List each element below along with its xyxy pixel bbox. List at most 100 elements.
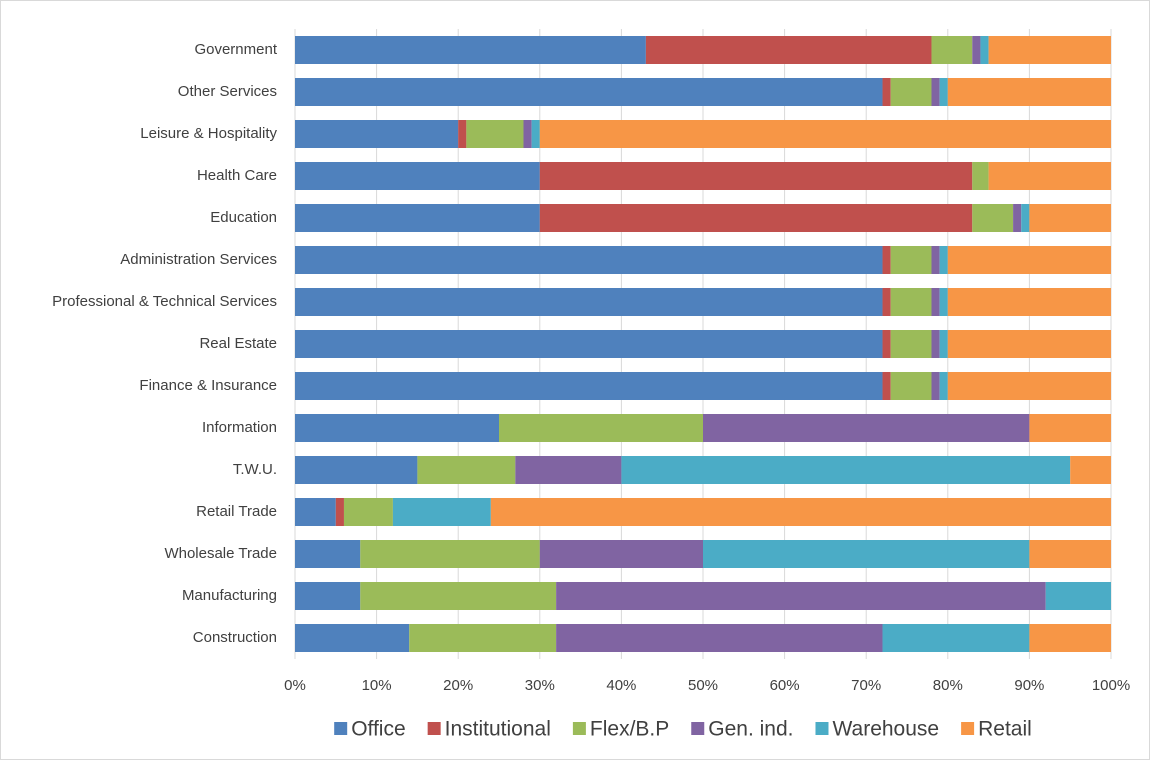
bar-segment: [1070, 456, 1111, 484]
x-tick-label: 100%: [1092, 677, 1130, 694]
bar-segment: [531, 120, 540, 148]
bar-segment: [931, 372, 940, 400]
bar-segment: [947, 78, 1111, 106]
bar-segment: [882, 246, 891, 274]
x-tick-label: 80%: [933, 677, 963, 694]
legend-label: Institutional: [445, 718, 551, 741]
y-tick-label: Leisure & Hospitality: [140, 125, 277, 142]
y-tick-label: Health Care: [197, 167, 277, 184]
bar-segment: [645, 36, 932, 64]
y-tick-label: Education: [210, 209, 277, 226]
bar-segment: [882, 330, 891, 358]
bar-segment: [703, 540, 1030, 568]
bar-segment: [523, 120, 532, 148]
x-tick-label: 20%: [443, 677, 473, 694]
y-tick-label: Information: [202, 419, 277, 436]
x-tick-label: 50%: [688, 677, 718, 694]
bar-segment: [980, 36, 989, 64]
bar-segment: [343, 498, 393, 526]
y-tick-label: Real Estate: [199, 335, 277, 352]
bar-segment: [539, 204, 973, 232]
bar-segment: [409, 624, 557, 652]
bar-segment: [939, 246, 948, 274]
bar-segment: [360, 582, 557, 610]
bar-segment: [295, 78, 883, 106]
bar-segment: [539, 120, 1111, 148]
bar-segment: [947, 288, 1111, 316]
legend-label: Flex/B.P: [590, 718, 669, 741]
legend-swatch: [572, 722, 586, 735]
bar-segment: [1029, 540, 1111, 568]
bar-segment: [295, 204, 540, 232]
legend-label: Office: [351, 718, 405, 741]
bar-segment: [392, 498, 491, 526]
bar-segment: [939, 288, 948, 316]
bar-segment: [890, 246, 932, 274]
bar-segment: [1013, 204, 1022, 232]
y-tick-label: T.W.U.: [233, 461, 277, 478]
legend-label: Warehouse: [832, 718, 939, 741]
bar-segment: [295, 414, 499, 442]
legend-swatch: [427, 722, 441, 735]
bar-segment: [931, 330, 940, 358]
bar-segment: [972, 36, 981, 64]
bar-segment: [939, 330, 948, 358]
bar-segment: [417, 456, 516, 484]
bar-segment: [939, 372, 948, 400]
bar-segment: [939, 78, 948, 106]
bar-segment: [515, 456, 622, 484]
bar-segment: [295, 36, 646, 64]
bar-segment: [882, 372, 891, 400]
y-tick-label: Manufacturing: [182, 587, 277, 604]
bar-segment: [988, 36, 1111, 64]
bar-segment: [988, 162, 1111, 190]
bar-segment: [295, 456, 418, 484]
bar-segment: [703, 414, 1030, 442]
y-tick-label: Administration Services: [120, 251, 277, 268]
bar-segment: [1029, 204, 1111, 232]
bar-segment: [882, 78, 891, 106]
bar-segment: [458, 120, 467, 148]
bar-segment: [1021, 204, 1030, 232]
y-tick-label: Retail Trade: [196, 503, 277, 520]
bar-segment: [882, 288, 891, 316]
bar-segment: [335, 498, 344, 526]
legend-label: Retail: [978, 718, 1032, 741]
bar-segment: [295, 288, 883, 316]
x-tick-label: 30%: [525, 677, 555, 694]
bar-segment: [947, 246, 1111, 274]
bar-segment: [890, 288, 932, 316]
bar-segment: [295, 372, 883, 400]
legend-label: Gen. ind.: [708, 718, 793, 741]
x-tick-label: 90%: [1014, 677, 1044, 694]
bar-segment: [621, 456, 1071, 484]
bar-segment: [295, 246, 883, 274]
bar-segment: [556, 624, 883, 652]
x-tick-label: 0%: [284, 677, 306, 694]
bar-segment: [890, 78, 932, 106]
bar-segment: [499, 414, 703, 442]
bar-segment: [947, 372, 1111, 400]
bar-segment: [882, 624, 1030, 652]
bar-segment: [539, 540, 703, 568]
bar-segment: [539, 162, 973, 190]
bar-segment: [295, 498, 336, 526]
legend-swatch: [334, 722, 348, 735]
bar-segment: [295, 624, 410, 652]
y-tick-label: Construction: [193, 629, 277, 646]
bar-segment: [1029, 414, 1111, 442]
bar-segment: [972, 204, 1014, 232]
x-tick-label: 40%: [606, 677, 636, 694]
bar-segment: [295, 120, 459, 148]
x-tick-label: 10%: [362, 677, 392, 694]
bar-segment: [931, 246, 940, 274]
y-tick-label: Government: [194, 41, 277, 58]
bar-segment: [972, 162, 989, 190]
y-tick-label: Professional & Technical Services: [52, 293, 277, 310]
bar-segment: [360, 540, 540, 568]
bar-segment: [295, 582, 361, 610]
bar-segment: [931, 288, 940, 316]
x-tick-label: 60%: [770, 677, 800, 694]
y-tick-label: Finance & Insurance: [139, 377, 277, 394]
